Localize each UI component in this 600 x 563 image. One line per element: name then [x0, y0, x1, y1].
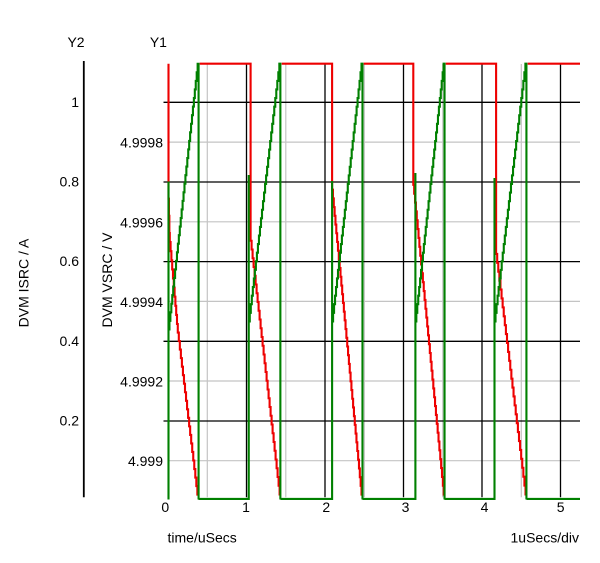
svg-text:1: 1: [242, 499, 250, 515]
svg-text:4.9992: 4.9992: [120, 374, 163, 390]
svg-text:0.2: 0.2: [60, 413, 80, 429]
svg-text:4.9996: 4.9996: [120, 214, 163, 230]
svg-text:0.4: 0.4: [60, 333, 80, 349]
svg-text:time/uSecs: time/uSecs: [168, 530, 237, 546]
svg-text:Y1: Y1: [150, 34, 167, 50]
svg-text:3: 3: [402, 499, 410, 515]
svg-text:4: 4: [481, 499, 489, 515]
svg-text:1uSecs/div: 1uSecs/div: [511, 530, 579, 546]
svg-text:4.999: 4.999: [128, 453, 163, 469]
svg-text:DVM ISRC / A: DVM ISRC / A: [16, 238, 32, 327]
svg-text:4.9994: 4.9994: [120, 294, 163, 310]
svg-text:5: 5: [557, 499, 565, 515]
svg-text:Y2: Y2: [67, 34, 84, 50]
svg-text:0.6: 0.6: [60, 253, 80, 269]
svg-text:0: 0: [161, 499, 169, 515]
svg-text:2: 2: [322, 499, 330, 515]
svg-text:DVM VSRC / V: DVM VSRC / V: [99, 232, 115, 328]
svg-text:0.8: 0.8: [60, 174, 80, 190]
svg-text:1: 1: [71, 94, 79, 110]
svg-text:4.9998: 4.9998: [120, 135, 163, 151]
